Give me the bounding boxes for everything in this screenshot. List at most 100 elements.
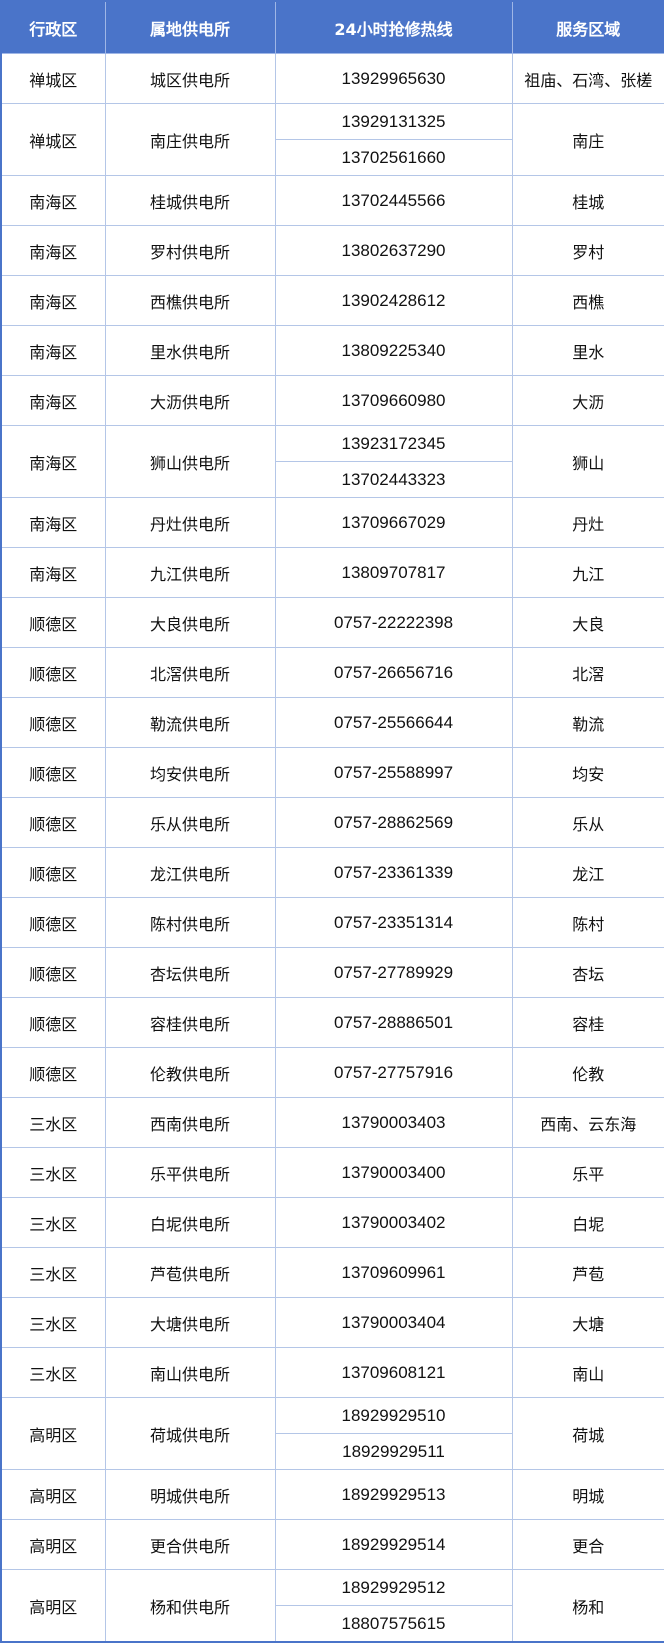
table-row: 南海区 狮山供电所 13923172345 狮山 <box>0 425 664 498</box>
station-cell: 大沥供电所 <box>104 375 276 426</box>
district-cell: 顺德区 <box>0 847 106 898</box>
phone-cell: 13709608121 <box>274 1347 513 1398</box>
area-cell: 均安 <box>511 747 664 798</box>
phone-cell: 0757-26656716 <box>274 647 513 698</box>
header-area: 服务区域 <box>511 0 664 54</box>
station-cell: 明城供电所 <box>104 1469 276 1520</box>
district-cell: 三水区 <box>0 1347 106 1398</box>
table-row: 顺德区 乐从供电所 0757-28862569 乐从 <box>0 797 664 848</box>
phone-cell: 18929929514 <box>274 1519 513 1570</box>
table-row: 三水区 白坭供电所 13790003402 白坭 <box>0 1197 664 1248</box>
table-row: 南海区 西樵供电所 13902428612 西樵 <box>0 275 664 326</box>
station-cell: 大塘供电所 <box>104 1297 276 1348</box>
table-row: 南海区 里水供电所 13809225340 里水 <box>0 325 664 376</box>
phone-cell: 0757-22222398 <box>274 597 513 648</box>
station-cell: 罗村供电所 <box>104 225 276 276</box>
station-cell: 勒流供电所 <box>104 697 276 748</box>
area-cell: 芦苞 <box>511 1247 664 1298</box>
area-cell: 荷城 <box>511 1397 664 1470</box>
area-cell: 狮山 <box>511 425 664 498</box>
header-station: 属地供电所 <box>104 0 276 54</box>
table-row: 南海区 大沥供电所 13709660980 大沥 <box>0 375 664 426</box>
phone-cell: 13929965630 <box>274 53 513 104</box>
area-cell: 祖庙、石湾、张槎 <box>511 53 664 104</box>
area-cell: 陈村 <box>511 897 664 948</box>
table-row: 南海区 丹灶供电所 13709667029 丹灶 <box>0 497 664 548</box>
district-cell: 高明区 <box>0 1469 106 1520</box>
area-cell: 龙江 <box>511 847 664 898</box>
table-row: 顺德区 北滘供电所 0757-26656716 北滘 <box>0 647 664 698</box>
station-cell: 更合供电所 <box>104 1519 276 1570</box>
station-cell: 北滘供电所 <box>104 647 276 698</box>
district-cell: 禅城区 <box>0 103 106 176</box>
table-row-continuation: 13702561660 <box>1 139 664 176</box>
station-cell: 白坭供电所 <box>104 1197 276 1248</box>
phone-cell: 13709609961 <box>274 1247 513 1298</box>
district-cell: 高明区 <box>0 1519 106 1570</box>
area-cell: 桂城 <box>511 175 664 226</box>
district-cell: 南海区 <box>0 325 106 376</box>
phone-cell: 18807575615 <box>274 1605 513 1643</box>
table-row: 顺德区 勒流供电所 0757-25566644 勒流 <box>0 697 664 748</box>
area-cell: 更合 <box>511 1519 664 1570</box>
table-row: 三水区 大塘供电所 13790003404 大塘 <box>0 1297 664 1348</box>
phone-cell: 13702443323 <box>274 461 513 498</box>
table-row: 三水区 芦苞供电所 13709609961 芦苞 <box>0 1247 664 1298</box>
area-cell: 明城 <box>511 1469 664 1520</box>
phone-cell: 0757-25566644 <box>274 697 513 748</box>
district-cell: 顺德区 <box>0 997 106 1048</box>
area-cell: 容桂 <box>511 997 664 1048</box>
district-cell: 顺德区 <box>0 797 106 848</box>
district-cell: 高明区 <box>0 1569 106 1643</box>
area-cell: 罗村 <box>511 225 664 276</box>
station-cell: 里水供电所 <box>104 325 276 376</box>
station-cell: 大良供电所 <box>104 597 276 648</box>
area-cell: 丹灶 <box>511 497 664 548</box>
table-row: 高明区 明城供电所 18929929513 明城 <box>0 1469 664 1520</box>
station-cell: 南庄供电所 <box>104 103 276 176</box>
district-cell: 顺德区 <box>0 947 106 998</box>
area-cell: 大沥 <box>511 375 664 426</box>
area-cell: 九江 <box>511 547 664 598</box>
phone-cell: 0757-23361339 <box>274 847 513 898</box>
table-row: 南海区 九江供电所 13809707817 九江 <box>0 547 664 598</box>
table-row: 顺德区 容桂供电所 0757-28886501 容桂 <box>0 997 664 1048</box>
station-cell: 西樵供电所 <box>104 275 276 326</box>
phone-cell: 13790003403 <box>274 1097 513 1148</box>
area-cell: 勒流 <box>511 697 664 748</box>
table-row: 顺德区 龙江供电所 0757-23361339 龙江 <box>0 847 664 898</box>
table-row: 三水区 西南供电所 13790003403 西南、云东海 <box>0 1097 664 1148</box>
area-cell: 伦教 <box>511 1047 664 1098</box>
district-cell: 南海区 <box>0 375 106 426</box>
district-cell: 南海区 <box>0 175 106 226</box>
district-cell: 三水区 <box>0 1097 106 1148</box>
phone-cell: 13790003404 <box>274 1297 513 1348</box>
area-cell: 杨和 <box>511 1569 664 1643</box>
area-cell: 乐平 <box>511 1147 664 1198</box>
area-cell: 北滘 <box>511 647 664 698</box>
table-row-continuation: 13702443323 <box>1 461 664 498</box>
table-row: 顺德区 均安供电所 0757-25588997 均安 <box>0 747 664 798</box>
station-cell: 西南供电所 <box>104 1097 276 1148</box>
district-cell: 南海区 <box>0 425 106 498</box>
district-cell: 三水区 <box>0 1147 106 1198</box>
phone-cell: 0757-28862569 <box>274 797 513 848</box>
phone-cell: 0757-25588997 <box>274 747 513 798</box>
phone-cell: 18929929513 <box>274 1469 513 1520</box>
phone-cell: 13802637290 <box>274 225 513 276</box>
district-cell: 南海区 <box>0 225 106 276</box>
station-cell: 均安供电所 <box>104 747 276 798</box>
district-cell: 三水区 <box>0 1297 106 1348</box>
table-row: 顺德区 陈村供电所 0757-23351314 陈村 <box>0 897 664 948</box>
station-cell: 南山供电所 <box>104 1347 276 1398</box>
area-cell: 里水 <box>511 325 664 376</box>
station-cell: 狮山供电所 <box>104 425 276 498</box>
phone-cell: 13809225340 <box>274 325 513 376</box>
district-cell: 禅城区 <box>0 53 106 104</box>
district-cell: 三水区 <box>0 1247 106 1298</box>
station-cell: 荷城供电所 <box>104 1397 276 1470</box>
district-cell: 顺德区 <box>0 747 106 798</box>
area-cell: 杏坛 <box>511 947 664 998</box>
area-cell: 大良 <box>511 597 664 648</box>
station-cell: 杨和供电所 <box>104 1569 276 1643</box>
